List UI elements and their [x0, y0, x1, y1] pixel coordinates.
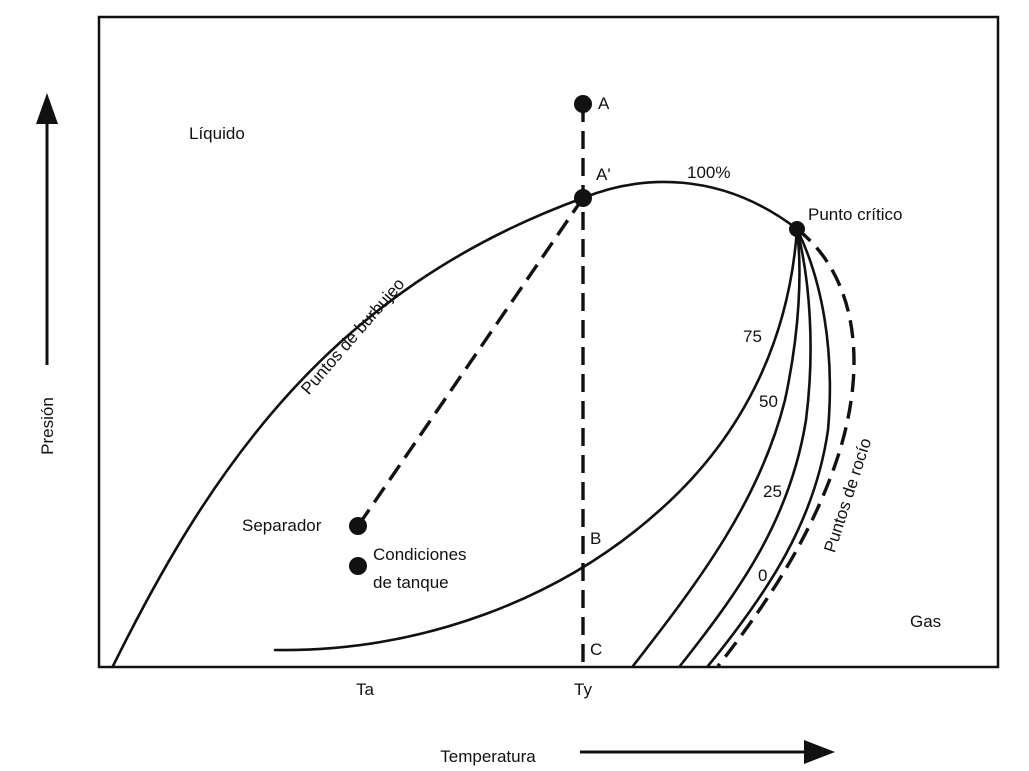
bubble-point-curve: [111, 180, 799, 668]
critical-point-marker: [789, 221, 805, 237]
plot-frame: [97, 15, 1000, 669]
quality-label-75: 75: [743, 327, 762, 346]
point-b-label: B: [590, 529, 601, 548]
quality-line-75: [273, 227, 799, 652]
separator-path: [356, 197, 585, 527]
tank-conditions-label-line1: Condiciones: [373, 545, 467, 564]
point-a-label: A: [598, 94, 610, 113]
separator-label: Separador: [242, 516, 322, 535]
temperature-axis-arrow-head: [804, 740, 835, 764]
quality-line-0: [706, 227, 832, 668]
region-gas-label: Gas: [910, 612, 941, 631]
x-tick-ty: Ty: [574, 680, 592, 699]
x-tick-ta: Ta: [356, 680, 375, 699]
quality-line-25: [678, 227, 812, 668]
bubble-curve-label: Puntos de burbujeo: [297, 275, 408, 399]
quality-label-100: 100%: [687, 163, 730, 182]
tank-conditions-label-line2: de tanque: [373, 573, 449, 592]
critical-point-label: Punto crítico: [808, 205, 903, 224]
point-a-prime-marker: [574, 189, 592, 207]
pressure-axis-arrow-head: [36, 93, 58, 124]
tank-conditions-marker: [349, 557, 367, 575]
point-a-marker: [574, 95, 592, 113]
region-liquid-label: Líquido: [189, 124, 245, 143]
dew-point-curve: [716, 227, 856, 668]
separator-marker: [349, 517, 367, 535]
dew-curve-label: Puntos de rocío: [820, 436, 875, 555]
quality-label-50: 50: [759, 392, 778, 411]
y-axis-label: Presión: [38, 397, 57, 455]
quality-label-0: 0: [758, 566, 767, 585]
point-c-label: C: [590, 640, 602, 659]
quality-line-50: [631, 227, 801, 668]
x-axis-label: Temperatura: [440, 747, 536, 766]
quality-label-25: 25: [763, 482, 782, 501]
point-a-prime-label: A': [596, 165, 611, 184]
